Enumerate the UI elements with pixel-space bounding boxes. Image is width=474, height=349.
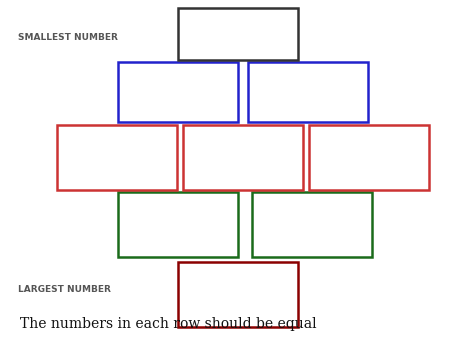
Bar [309,125,429,190]
Bar [118,62,238,122]
Bar [178,262,298,327]
Bar [57,125,177,190]
Text: LARGEST NUMBER: LARGEST NUMBER [18,285,111,295]
Bar [118,192,238,257]
Bar [252,192,372,257]
Text: SMALLEST NUMBER: SMALLEST NUMBER [18,34,118,43]
Bar [178,8,298,60]
Text: The numbers in each row should be equal: The numbers in each row should be equal [20,317,317,331]
Bar [183,125,303,190]
Bar [248,62,368,122]
